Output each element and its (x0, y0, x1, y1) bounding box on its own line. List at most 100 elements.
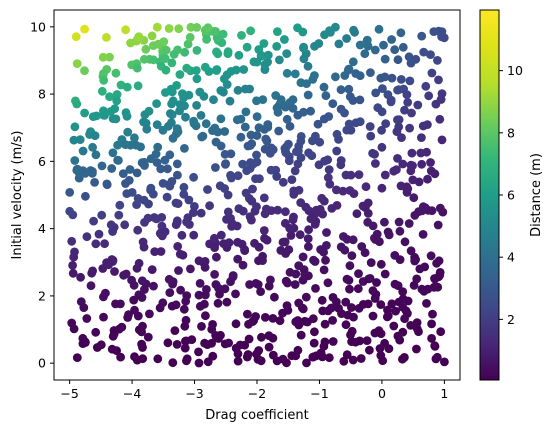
scatter-point (321, 91, 331, 101)
scatter-point (250, 238, 259, 248)
scatter-point (192, 101, 202, 110)
y-tick-label: 8 (38, 87, 46, 102)
scatter-point (209, 95, 218, 105)
scatter-point (166, 84, 176, 94)
x-axis-label: Drag coefficient (205, 408, 308, 423)
scatter-point (88, 142, 97, 152)
scatter-point (263, 120, 273, 129)
scatter-point (108, 227, 117, 236)
scatter-point (197, 322, 206, 331)
scatter-point (233, 237, 243, 247)
scatter-point (418, 230, 428, 239)
scatter-point (413, 100, 423, 110)
scatter-point (137, 293, 147, 302)
scatter-point (130, 305, 139, 315)
scatter-point (418, 121, 428, 131)
scatter-point (194, 347, 203, 357)
scatter-point (331, 72, 340, 82)
scatter-point (365, 345, 374, 355)
scatter-point (120, 220, 130, 230)
scatter-point (196, 208, 206, 218)
scatter-point (398, 159, 408, 169)
scatter-point (222, 297, 232, 307)
scatter-point (341, 297, 351, 307)
scatter-point (105, 52, 114, 62)
scatter-point (127, 188, 137, 197)
scatter-point (211, 137, 221, 147)
scatter-point (433, 56, 442, 65)
scatter-point (421, 81, 431, 91)
scatter-point (308, 314, 318, 324)
scatter-point (110, 267, 119, 276)
scatter-point (104, 260, 113, 270)
scatter-point (345, 261, 355, 271)
scatter-point (290, 280, 300, 289)
scatter-point (342, 274, 352, 284)
scatter-point (111, 68, 121, 78)
scatter-point (352, 209, 362, 219)
x-axis: −5 −4 −3 −2 −1 0 1 (60, 380, 448, 401)
scatter-point (129, 295, 139, 305)
scatter-point (67, 318, 77, 328)
scatter-point (324, 165, 334, 175)
scatter-point (299, 54, 309, 64)
scatter-point (380, 217, 389, 227)
scatter-point (174, 24, 184, 34)
scatter-point (345, 92, 355, 101)
scatter-point (308, 136, 317, 146)
colorbar-label: Distance (m) (529, 153, 544, 237)
scatter-point (106, 107, 116, 116)
scatter-point (287, 175, 297, 185)
scatter-point (306, 106, 315, 116)
scatter-point (70, 122, 80, 132)
scatter-point (380, 338, 389, 348)
scatter-point (332, 201, 342, 210)
scatter-point (278, 354, 288, 364)
scatter-point (360, 49, 370, 59)
scatter-point (264, 342, 274, 352)
scatter-point (201, 119, 211, 129)
scatter-point (167, 110, 177, 119)
scatter-point (241, 107, 251, 117)
scatter-point (325, 179, 335, 189)
scatter-point (407, 108, 416, 118)
scatter-point (160, 155, 170, 165)
scatter-point (164, 274, 174, 284)
scatter-point (212, 252, 221, 262)
scatter-point (211, 163, 220, 172)
scatter-point (306, 214, 316, 224)
scatter-point (156, 164, 166, 174)
scatter-point (182, 354, 192, 364)
scatter-point (334, 303, 343, 313)
scatter-point (300, 316, 310, 326)
scatter-point (133, 81, 143, 91)
scatter-point (233, 254, 243, 264)
scatter-point (412, 344, 421, 354)
scatter-point (192, 74, 202, 84)
scatter-point (396, 28, 406, 38)
scatter-point (179, 304, 189, 314)
scatter-point (432, 258, 441, 268)
scatter-point (435, 114, 445, 124)
scatter-point (323, 155, 333, 165)
scatter-point (89, 216, 98, 226)
scatter-point (390, 45, 400, 55)
scatter-point (172, 159, 182, 169)
scatter-point (227, 173, 236, 183)
scatter-point (375, 237, 384, 247)
scatter-point (82, 232, 92, 242)
scatter-point (209, 233, 219, 243)
scatter-point (415, 264, 425, 274)
scatter-point (241, 84, 250, 94)
scatter-point (194, 290, 204, 300)
scatter-point (408, 175, 418, 185)
scatter-point (427, 68, 437, 78)
scatter-point (72, 99, 82, 109)
scatter-point (125, 165, 135, 174)
scatter-point (169, 50, 179, 59)
scatter-point (345, 284, 354, 294)
scatter-point (189, 172, 199, 182)
scatter-point (152, 120, 162, 129)
scatter-point (398, 42, 408, 52)
scatter-point (238, 159, 248, 169)
